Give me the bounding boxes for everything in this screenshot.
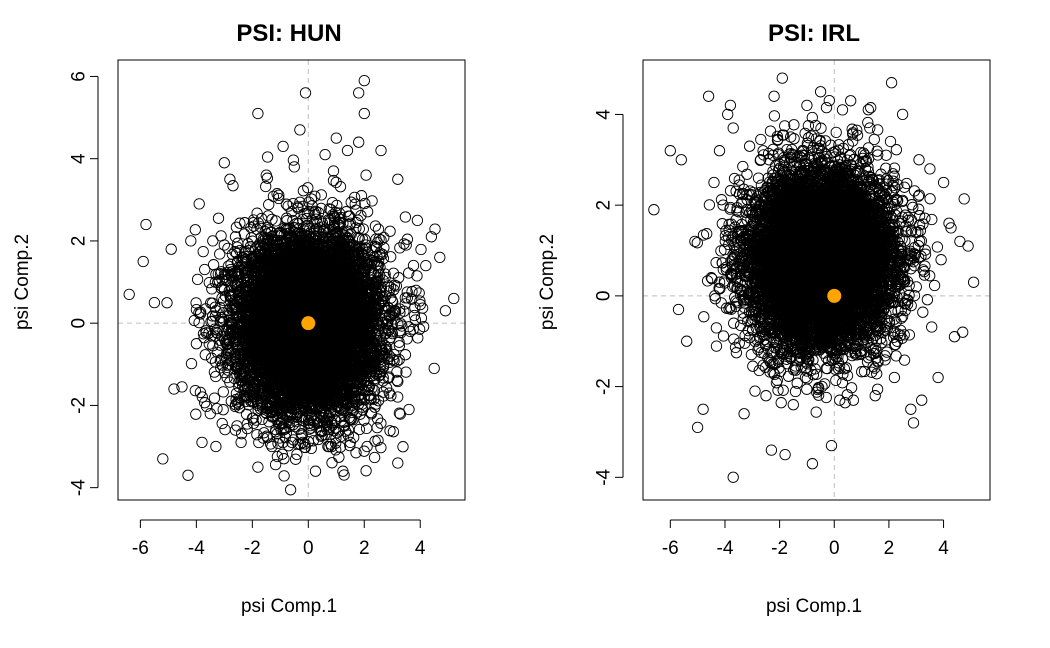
scatter-panel-hun: PSI: HUN psi Comp.1 psi Comp.2 -6 -4 -2 0 2 4… — [12, 20, 466, 617]
data-point — [309, 465, 322, 477]
data-point — [407, 259, 420, 272]
y-axis-label: psi Comp.2 — [12, 234, 33, 330]
data-point — [400, 366, 412, 378]
data-point — [372, 223, 385, 235]
data-point — [240, 408, 253, 420]
data-point — [197, 245, 209, 258]
data-point — [241, 418, 253, 430]
data-point — [315, 189, 327, 201]
data-point — [350, 447, 362, 459]
data-point — [161, 297, 173, 309]
data-point — [366, 195, 378, 207]
data-point — [375, 441, 387, 454]
data-point — [216, 417, 228, 430]
data-point — [326, 457, 338, 469]
data-point — [185, 357, 198, 370]
data-point — [353, 423, 366, 436]
data-point — [284, 484, 297, 496]
data-point — [253, 436, 265, 449]
data-point — [219, 423, 231, 436]
data-point — [206, 283, 218, 295]
data-point — [217, 404, 229, 416]
x-axis-label: psi Comp.1 — [241, 596, 337, 617]
chart-title: PSI: HUN — [236, 20, 341, 47]
data-point — [360, 465, 372, 477]
data-point — [189, 224, 201, 236]
data-point — [414, 298, 426, 311]
point-cloud — [123, 74, 460, 496]
data-point — [263, 198, 275, 211]
data-point — [280, 212, 293, 224]
data-point — [199, 349, 211, 361]
data-point — [360, 169, 372, 181]
data-point — [217, 386, 229, 398]
data-point — [416, 302, 429, 314]
data-point — [208, 392, 221, 404]
data-point — [384, 425, 396, 437]
data-point — [190, 408, 202, 420]
data-point — [369, 220, 382, 232]
